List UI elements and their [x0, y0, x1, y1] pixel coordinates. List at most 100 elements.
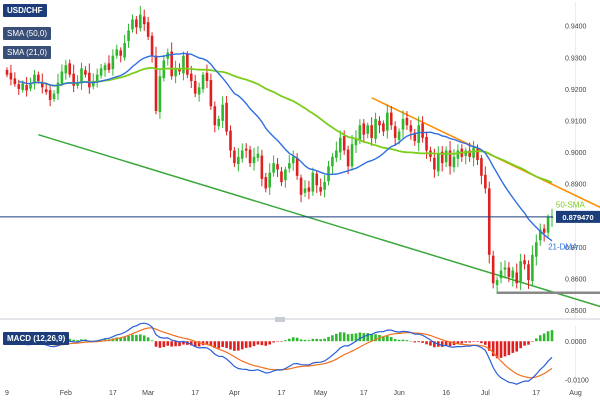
candle-body: [315, 173, 319, 186]
candles: [5, 6, 554, 294]
candle-body: [440, 151, 444, 164]
macd-histogram-bar: [205, 341, 209, 345]
macd-histogram-bar: [158, 341, 162, 348]
macd-histogram-bar: [154, 341, 158, 347]
candle-body: [499, 270, 503, 279]
candle-body: [417, 125, 420, 143]
moving-averages: [18, 52, 553, 242]
x-tick-label: 17: [360, 390, 368, 397]
macd-histogram-bar: [342, 332, 346, 342]
macd-histogram-bar: [354, 333, 358, 342]
macd-histogram-bar: [264, 341, 268, 346]
macd-histogram-bar: [405, 340, 409, 342]
macd-histogram-bar: [256, 341, 260, 345]
candle-body: [523, 260, 526, 265]
candle-body: [323, 182, 326, 190]
macd-histogram-bar: [370, 334, 373, 342]
macd-histogram-bar: [170, 341, 173, 347]
candle-body: [448, 150, 452, 167]
macd-histogram-bar: [421, 341, 424, 343]
candle-body: [280, 171, 283, 183]
candle-body: [346, 149, 350, 167]
candle-body: [88, 72, 91, 88]
candle-body: [276, 164, 279, 170]
candle-body: [476, 149, 479, 160]
candle-body: [25, 85, 28, 91]
candle-body: [264, 177, 268, 189]
x-tick-label: 17: [191, 390, 199, 397]
candle-body: [17, 84, 21, 89]
macd-histogram-bar: [429, 341, 432, 346]
candle-body: [335, 150, 338, 158]
macd-histogram-bar: [464, 341, 468, 343]
macd-histogram-bar: [327, 336, 330, 342]
candle-body: [99, 68, 103, 76]
macd-histogram-bar: [440, 341, 444, 347]
candle-body: [119, 50, 123, 56]
candle-body: [538, 229, 542, 241]
candle-body: [480, 158, 483, 176]
macd-histogram-bar: [546, 331, 550, 342]
x-tick-label: Apr: [229, 390, 241, 397]
macd-histogram-bar: [531, 341, 534, 342]
macd-histogram-bar: [397, 339, 401, 342]
candle-body: [80, 68, 83, 84]
y-tick-label: 0.8900: [565, 182, 587, 189]
x-tick-label: 17: [532, 390, 540, 397]
macd-histogram-bar: [193, 341, 197, 347]
macd-histogram-bar: [346, 334, 350, 342]
y-tick-label: 0.8500: [565, 308, 587, 315]
macd-histogram-bar: [244, 341, 248, 348]
x-tick-label: Jul: [481, 390, 490, 397]
candle-body: [229, 130, 232, 151]
candle-body: [433, 157, 436, 170]
macd-histogram-bar: [480, 341, 483, 344]
candle-body: [68, 63, 72, 75]
macd-histogram-bar: [162, 341, 166, 348]
candle-body: [260, 155, 264, 179]
candle-body: [362, 123, 366, 135]
macd-histogram-bar: [523, 341, 526, 346]
candle-body: [288, 163, 291, 169]
x-tick-label: Feb: [60, 390, 72, 397]
macd-histogram-bar: [68, 338, 72, 342]
macd-histogram-bar: [425, 341, 428, 345]
candle-body: [319, 187, 322, 192]
macd-histogram-bar: [280, 341, 283, 342]
candle-body: [531, 254, 534, 282]
candle-body: [146, 22, 150, 37]
macd-histogram-bar: [142, 335, 146, 342]
candle-body: [464, 150, 468, 156]
macd-histogram-bar: [374, 334, 377, 342]
candle-body: [268, 172, 271, 188]
candle-body: [507, 267, 511, 277]
macd-histogram-bar: [468, 341, 471, 343]
candle-body: [299, 177, 303, 195]
macd-histogram-bar: [268, 341, 271, 345]
macd-histogram-bar: [487, 341, 491, 351]
candle-body: [217, 118, 221, 127]
macd-histogram-bar: [507, 341, 511, 356]
candle-body: [295, 157, 299, 176]
macd-histogram-bar: [295, 337, 299, 342]
candle-body: [56, 82, 60, 94]
macd-histogram-bar: [484, 341, 487, 345]
candle-body: [233, 150, 236, 164]
macd-histogram-bar: [495, 341, 499, 359]
candle-body: [107, 63, 111, 70]
falling-support-trendline: [38, 134, 600, 308]
macd-histogram-bar: [150, 340, 154, 342]
current-price-value: 0.879470: [562, 213, 593, 222]
candle-body: [5, 69, 9, 75]
candle-body: [213, 106, 217, 126]
candle-body: [444, 150, 448, 163]
x-tick-label: Aug: [569, 390, 582, 397]
y-tick-label: 0.8600: [565, 277, 587, 284]
y-tick-label: 0.9000: [565, 150, 587, 157]
candle-body: [189, 73, 193, 81]
macd-histogram-bar: [444, 341, 448, 346]
candle-body: [338, 137, 342, 153]
candle-body: [546, 216, 550, 233]
